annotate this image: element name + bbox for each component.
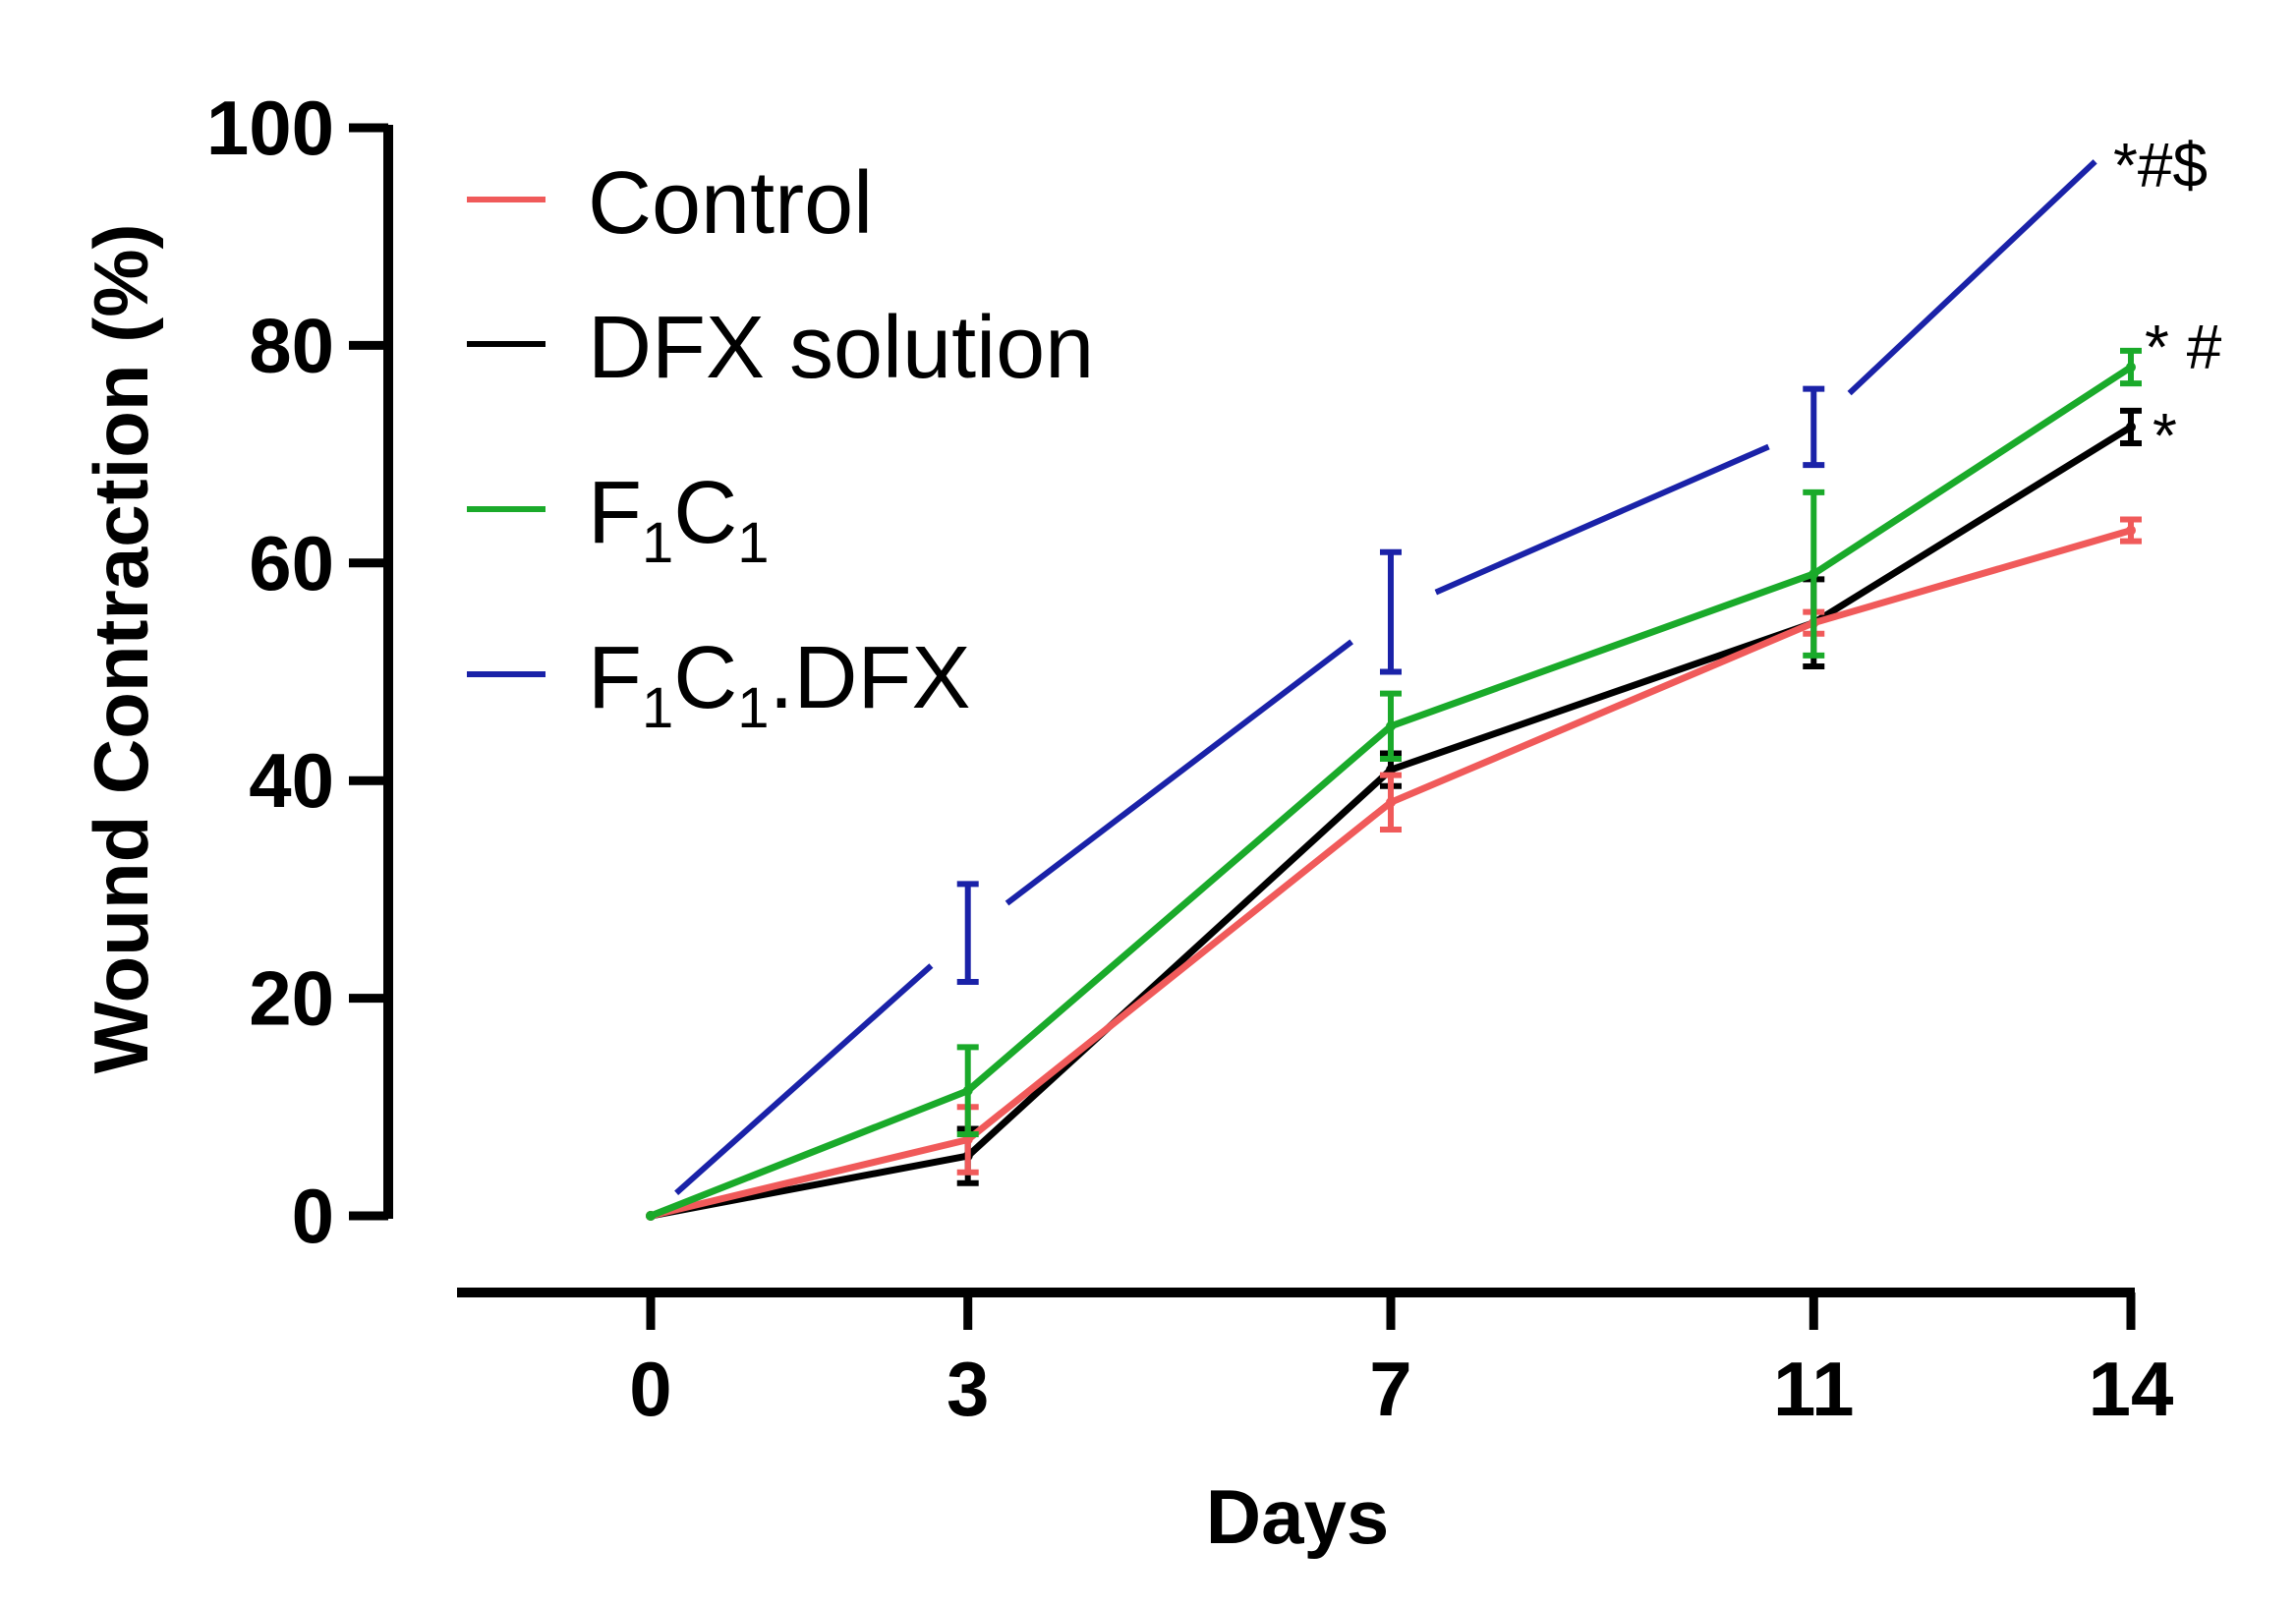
data-point [1386,797,1396,808]
legend-label-subscript: 1 [737,676,769,740]
x-axis: 0 3 7 11 14 [457,1288,2174,1432]
x-tick-label: 0 [629,1346,671,1432]
legend-label-part: Control [588,154,873,253]
series-segment [1434,443,1770,596]
annotations-layer: *#$ * # * [2113,130,2222,471]
significance-annotation: * # [2145,312,2222,382]
y-tick-label: 80 [249,302,334,388]
legend: Control DFX solution F1​C1​ F1​C1​.DFX [467,154,1094,740]
legend-item: Control [467,154,873,253]
x-tick-label: 3 [947,1346,989,1432]
legend-label-subscript: 1 [642,676,673,740]
data-point [2126,422,2136,432]
legend-label: F1​C1​.DFX [588,629,971,740]
data-point [2126,525,2136,536]
significance-annotation: * [2152,400,2177,471]
x-tick-label: 11 [1773,1346,1854,1432]
legend-item: F1​C1​.DFX [467,629,971,740]
x-tick-label: 14 [2089,1346,2174,1432]
legend-label-part: C [673,464,737,562]
x-tick-label: 7 [1369,1346,1411,1432]
data-point [646,1211,656,1221]
series-segment [1004,639,1353,906]
y-tick-label: 60 [249,520,334,606]
legend-item: DFX solution [467,299,1094,397]
x-axis-title: Days [1206,1473,1389,1560]
legend-label-part: F [588,629,642,727]
legend-label: Control [588,154,873,253]
significance-annotation: *#$ [2113,130,2208,201]
legend-label-subscript: 1 [737,511,769,575]
legend-item: F1​C1​ [467,464,770,575]
series-layer [646,159,2142,1221]
series-segment [1847,159,2097,396]
data-point [2126,362,2136,373]
legend-label: DFX solution [588,299,1094,397]
series-segment [674,963,934,1195]
data-point [1386,765,1396,775]
legend-label-part: .DFX [770,629,971,727]
legend-label-subscript: 1 [642,511,673,575]
series-f1c1-dfx [674,159,2097,1195]
data-point [962,1085,973,1096]
data-point [1386,720,1396,731]
legend-label-part: DFX solution [588,299,1094,397]
y-tick-label: 20 [249,955,334,1042]
y-tick-label: 0 [292,1173,334,1259]
y-tick-label: 40 [249,737,334,824]
data-point [1808,568,1819,579]
legend-label-part: F [588,464,642,562]
y-tick-label: 100 [206,85,334,171]
y-axis-title: Wound Contraction (%) [78,223,164,1073]
legend-label-part: C [673,629,737,727]
legend-label: F1​C1​ [588,464,770,575]
series-f1c1 [646,347,2142,1221]
y-axis: 0 20 40 60 80 100 [206,85,393,1259]
data-point [962,1134,973,1145]
